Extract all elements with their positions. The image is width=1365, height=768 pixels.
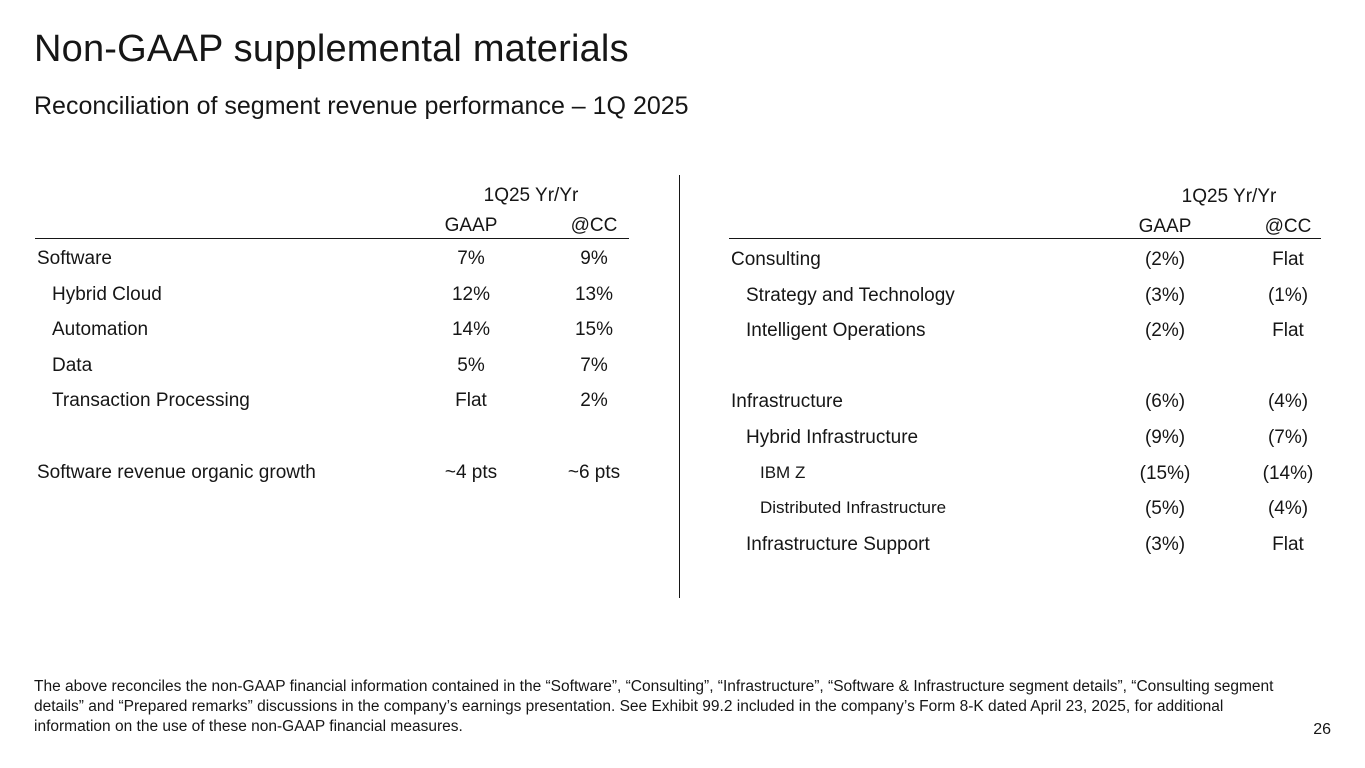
row-cc: 7% <box>580 355 608 376</box>
right-header-rule <box>729 238 1321 239</box>
row-label: Transaction Processing <box>52 390 250 411</box>
row-label: Infrastructure <box>731 391 843 412</box>
right-header-group: 1Q25 Yr/Yr <box>1181 186 1277 207</box>
page-number: 26 <box>1313 721 1331 738</box>
row-label: Infrastructure Support <box>746 534 930 555</box>
row-cc: 2% <box>580 390 608 411</box>
row-gaap: (9%) <box>1144 427 1186 448</box>
left-header-rule <box>35 238 629 239</box>
row-label: Software revenue organic growth <box>37 462 316 483</box>
left-header-gaap: GAAP <box>444 215 498 236</box>
row-gaap: (15%) <box>1139 463 1191 484</box>
row-gaap: Flat <box>455 390 487 411</box>
row-gaap: 7% <box>457 248 485 269</box>
row-label: Intelligent Operations <box>746 320 926 341</box>
row-gaap: 5% <box>457 355 485 376</box>
row-cc: (7%) <box>1267 427 1309 448</box>
row-cc: 13% <box>574 284 614 305</box>
row-gaap: (6%) <box>1144 391 1186 412</box>
row-cc: (4%) <box>1267 498 1309 519</box>
row-label: Software <box>37 248 112 269</box>
footnote: The above reconciles the non-GAAP financ… <box>34 678 1274 735</box>
row-label: IBM Z <box>760 463 806 482</box>
right-header-cc: @CC <box>1264 216 1312 237</box>
vertical-divider <box>679 175 680 598</box>
row-cc: Flat <box>1272 320 1304 341</box>
page-title: Non-GAAP supplemental materials <box>34 28 629 70</box>
row-gaap: (2%) <box>1144 249 1186 270</box>
row-cc: 15% <box>574 319 614 340</box>
row-gaap: ~4 pts <box>444 462 498 483</box>
row-cc: Flat <box>1272 534 1304 555</box>
row-gaap: (3%) <box>1144 534 1186 555</box>
left-header-group: 1Q25 Yr/Yr <box>483 185 579 206</box>
software-table: 1Q25 Yr/Yr GAAP @CC Software 7% 9% Hybri… <box>35 176 629 506</box>
row-label: Data <box>52 355 93 376</box>
consulting-infrastructure-table: 1Q25 Yr/Yr GAAP @CC Consulting (2%) Flat… <box>729 176 1321 576</box>
row-label: Hybrid Cloud <box>52 284 162 305</box>
row-cc: 9% <box>580 248 608 269</box>
row-label: Consulting <box>731 249 821 270</box>
row-gaap: (2%) <box>1144 320 1186 341</box>
row-label: Hybrid Infrastructure <box>746 427 919 448</box>
left-header-cc: @CC <box>570 215 618 236</box>
row-cc: Flat <box>1272 249 1304 270</box>
row-gaap: 14% <box>451 319 491 340</box>
page-subtitle: Reconciliation of segment revenue perfor… <box>34 92 689 120</box>
row-gaap: 12% <box>451 284 491 305</box>
row-label: Strategy and Technology <box>746 285 955 306</box>
row-label: Distributed Infrastructure <box>760 498 947 517</box>
row-gaap: (3%) <box>1144 285 1186 306</box>
row-cc: ~6 pts <box>567 462 621 483</box>
row-cc: (4%) <box>1267 391 1309 412</box>
row-label: Automation <box>52 319 149 340</box>
row-gaap: (5%) <box>1144 498 1186 519</box>
right-header-gaap: GAAP <box>1138 216 1192 237</box>
row-cc: (1%) <box>1267 285 1309 306</box>
row-cc: (14%) <box>1262 463 1314 484</box>
